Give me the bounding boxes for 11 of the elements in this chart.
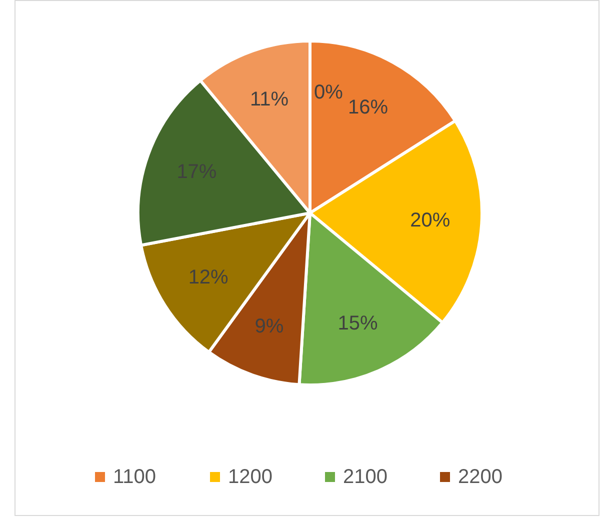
legend-label: 1100	[113, 466, 156, 488]
legend-label: 1200	[228, 466, 272, 488]
data-label: 12%	[188, 266, 229, 289]
data-label: 15%	[338, 312, 378, 334]
data-label: 20%	[410, 210, 450, 232]
text: 0%	[314, 82, 343, 104]
legend-label: 2100	[343, 466, 388, 488]
legend-label: 2200	[458, 466, 502, 488]
data-label: 9%	[254, 315, 284, 338]
data-label: 16%	[348, 96, 388, 118]
data-label: 11%	[250, 88, 289, 111]
